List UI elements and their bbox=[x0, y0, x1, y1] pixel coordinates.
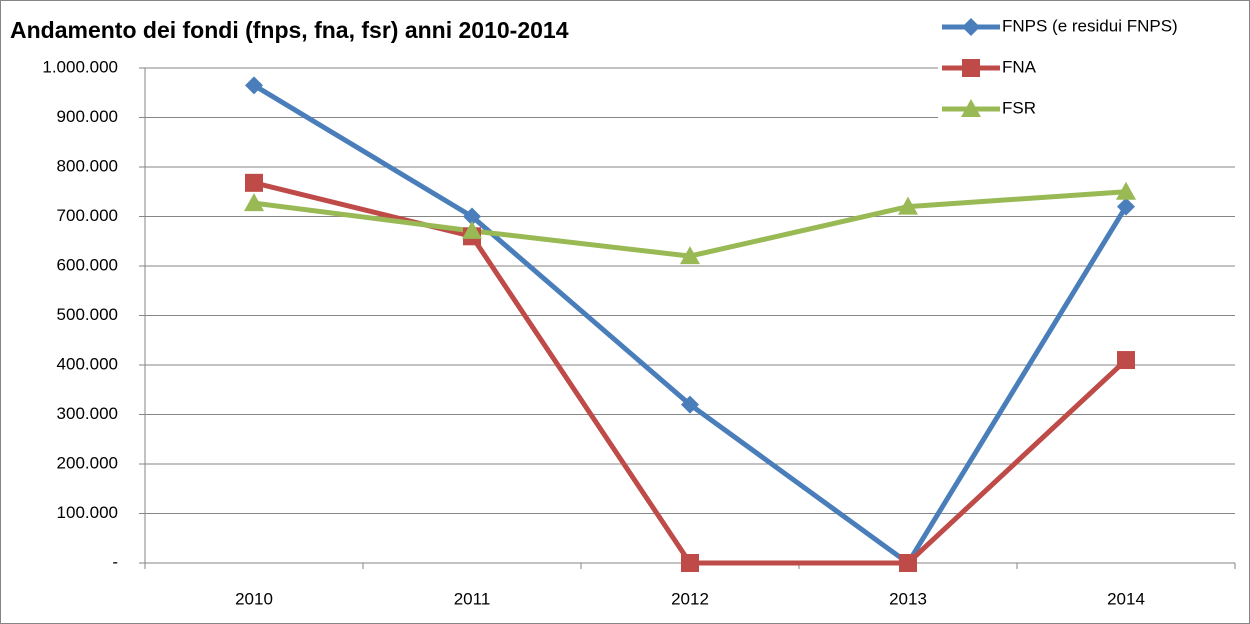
legend-label: FNPS (e residui FNPS) bbox=[1002, 16, 1178, 35]
y-tick-label: 100.000 bbox=[57, 503, 118, 522]
x-tick-label: 2012 bbox=[671, 589, 709, 608]
y-tick-label: 900.000 bbox=[57, 107, 118, 126]
marker bbox=[1117, 197, 1135, 216]
marker bbox=[681, 554, 699, 572]
y-tick-label: 400.000 bbox=[57, 354, 118, 373]
y-tick-label: 700.000 bbox=[57, 206, 118, 225]
x-tick-label: 2011 bbox=[454, 589, 491, 608]
y-tick-label: 500.000 bbox=[57, 305, 118, 324]
legend: FNPS (e residui FNPS) FNA FSR bbox=[938, 8, 1238, 128]
marker bbox=[961, 99, 981, 117]
marker bbox=[680, 246, 700, 265]
marker bbox=[1116, 181, 1136, 200]
marker bbox=[245, 173, 263, 192]
marker bbox=[898, 196, 918, 215]
y-tick-label: 800.000 bbox=[57, 156, 118, 175]
marker bbox=[899, 554, 917, 572]
y-tick-label: 600.000 bbox=[57, 255, 118, 274]
legend-label: FNA bbox=[1002, 57, 1037, 76]
y-tick-label: 300.000 bbox=[57, 404, 118, 423]
marker bbox=[462, 220, 482, 239]
x-tick-label: 2014 bbox=[1107, 589, 1145, 608]
marker bbox=[1117, 351, 1135, 370]
marker bbox=[681, 395, 699, 414]
y-tick-label: 1.000.000 bbox=[42, 57, 118, 76]
x-tick-label: 2010 bbox=[235, 589, 273, 608]
chart-title: Andamento dei fondi (fnps, fna, fsr) ann… bbox=[10, 17, 569, 43]
marker bbox=[244, 193, 264, 212]
legend-label: FSR bbox=[1002, 98, 1036, 117]
marker bbox=[962, 59, 980, 77]
marker bbox=[245, 76, 263, 95]
y-tick-label: - bbox=[112, 552, 118, 571]
x-tick-label: 2013 bbox=[889, 589, 927, 608]
y-tick-label: 200.000 bbox=[57, 453, 118, 472]
series-layer bbox=[244, 76, 1136, 572]
marker bbox=[962, 18, 980, 36]
marker bbox=[463, 207, 481, 226]
